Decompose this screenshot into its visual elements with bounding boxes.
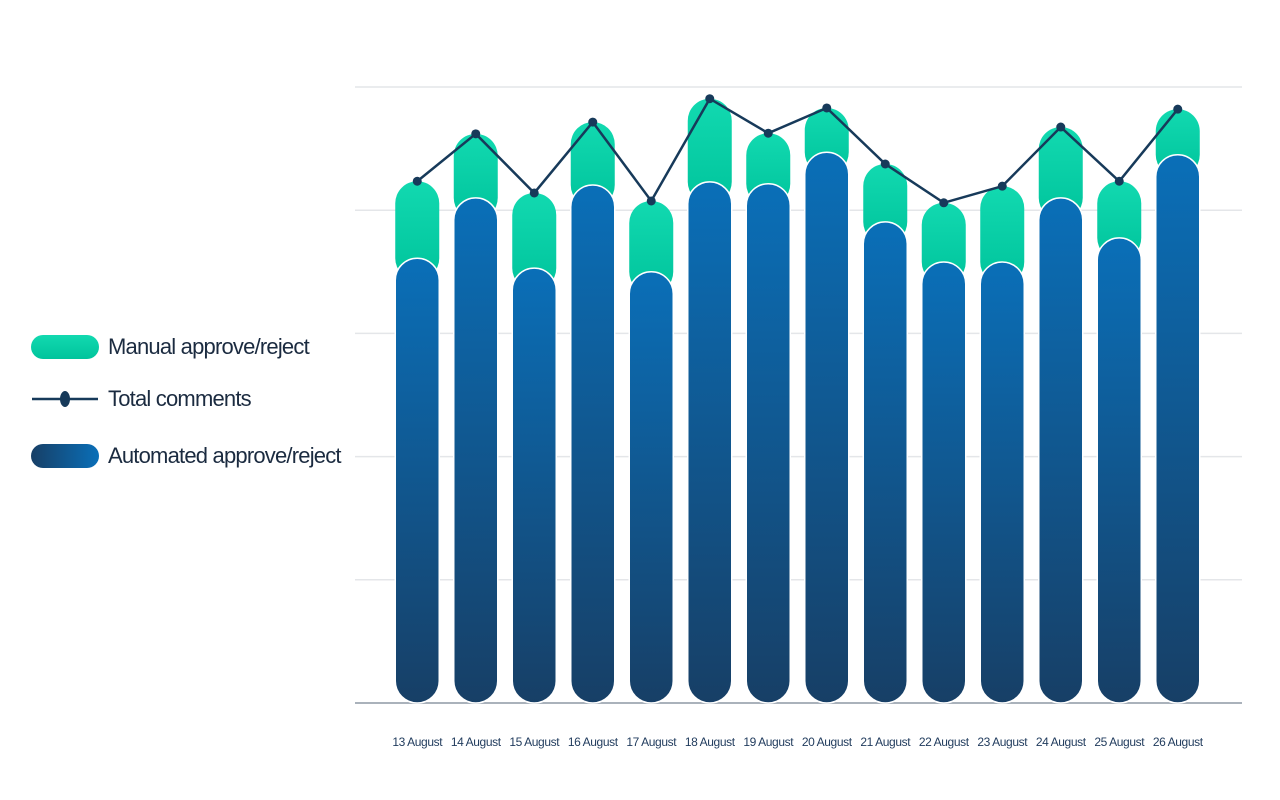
- bar: [395, 181, 440, 281]
- bar: [804, 151, 850, 704]
- bar: [862, 221, 908, 704]
- bar: [453, 197, 499, 704]
- x-tick-label: 16 August: [568, 735, 619, 749]
- line: [416, 96, 1179, 205]
- x-tick-label: 24 August: [1036, 735, 1087, 749]
- x-tick-label: 23 August: [977, 735, 1028, 749]
- x-tick-label: 17 August: [626, 735, 677, 749]
- bar: [687, 181, 733, 704]
- line-point: [822, 103, 832, 113]
- line-point: [880, 159, 890, 169]
- bar: [628, 271, 674, 704]
- line-point: [471, 129, 481, 139]
- x-tick-label: 14 August: [451, 735, 502, 749]
- legend-label: Automated approve/reject: [108, 443, 341, 468]
- line-point: [1056, 122, 1066, 132]
- line-point: [646, 196, 656, 206]
- bar: [512, 192, 557, 291]
- line-point: [412, 176, 422, 186]
- x-tick-label: 13 August: [392, 735, 443, 749]
- bar: [570, 184, 616, 704]
- bar: [979, 261, 1025, 704]
- line-point: [1114, 176, 1124, 186]
- bar: [745, 182, 791, 704]
- bar: [921, 202, 966, 284]
- x-tick-label: 26 August: [1153, 735, 1204, 749]
- x-tick-label: 25 August: [1094, 735, 1145, 749]
- bar: [1155, 154, 1201, 704]
- bar: [629, 200, 674, 294]
- legend-label: Manual approve/reject: [108, 334, 310, 359]
- line-point: [997, 181, 1007, 191]
- bar: [394, 257, 440, 704]
- x-tick-label: 21 August: [860, 735, 911, 749]
- line-point: [939, 198, 949, 208]
- x-tick-label: 19 August: [743, 735, 794, 749]
- bar: [453, 133, 498, 220]
- bar: [1038, 197, 1084, 704]
- line-point: [763, 128, 773, 138]
- x-tick-label: 18 August: [685, 735, 736, 749]
- x-tick-label: 22 August: [919, 735, 970, 749]
- bar: [1096, 237, 1142, 704]
- line-point: [529, 188, 539, 198]
- line-point: [588, 117, 598, 127]
- legend-marker: [60, 391, 70, 407]
- legend-label: Total comments: [108, 386, 252, 411]
- legend-swatch: [31, 335, 99, 359]
- line-point: [1173, 104, 1183, 114]
- bar: [921, 261, 967, 704]
- bar: [1038, 127, 1083, 220]
- bar: [980, 186, 1025, 284]
- bar: [570, 122, 615, 207]
- x-tick-label: 20 August: [802, 735, 853, 749]
- bar: [687, 98, 732, 204]
- legend-swatch: [31, 444, 99, 468]
- x-tick-label: 15 August: [509, 735, 560, 749]
- bar: [511, 267, 557, 704]
- line-point: [705, 94, 715, 104]
